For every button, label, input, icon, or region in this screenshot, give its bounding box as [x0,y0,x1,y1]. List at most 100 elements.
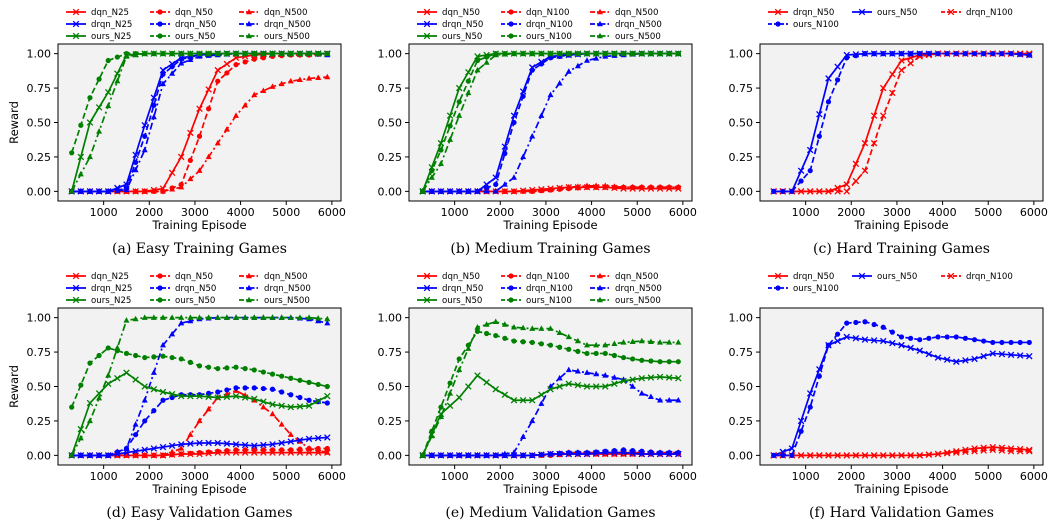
chart-panel: 1000 2000 3000 4000 5000 6000 0.00 0.25 0.50 0.75… [729,8,1048,257]
series-dqn_N500 [68,73,331,194]
series-ours_N500-point [638,337,645,344]
series-ours_N25 [68,369,331,459]
series-ours_N50-point [105,57,111,64]
legend-item: drqn_N25 [66,20,132,30]
series-drqn_N500-point [510,449,517,455]
legend: dqn_N50 dqn_N100 dqn_N500 drqn_N50 drqn_N100… [417,272,662,306]
series-ours_N500-point [574,337,581,344]
legend-item: ours_N25 [66,296,131,306]
series-ours_N25-point [141,383,148,390]
series-drqn_N500-point [602,372,609,378]
series-ours_N100-point [456,356,462,362]
legend-label: drqn_N50 [442,284,483,294]
series-drqn_N100-point [843,452,850,459]
series-drqn_N100-point [493,181,499,188]
series-drqn_N500-point [520,153,527,160]
series-ours_N50-point [980,352,987,360]
series-ours_N50-point [474,53,481,60]
series-ours_N25-point [205,393,212,401]
series-ours_N500-point [647,50,654,56]
series-ours_N500-point [666,50,673,56]
series-dqn_N50-point [233,62,239,68]
legend-drqn_N50-point [423,284,431,292]
series-ours_N100-point [520,339,526,345]
x-tick-label: 6000 [669,206,697,219]
series-ours_N100-point [789,452,795,458]
legend-ours_N500-point [246,296,252,303]
series-ours_N500-point [538,325,545,331]
y-tick-label: 0.50 [27,381,52,394]
series-dqn_N25-point [305,449,313,456]
legend-drqn_N500-point [597,284,603,291]
legend-ours_N50-point [157,33,163,39]
series-ours_N50-point [629,376,636,383]
legend-item: drqn_N25 [66,284,132,294]
series-drqn_N25-point [232,441,240,448]
series-dqn_N50-point [187,157,193,163]
series-ours_N50-point [1016,352,1024,359]
series-ours_N50-point [306,379,312,385]
series-ours_N500-point [556,329,563,335]
series-ours_N500-point [141,50,148,56]
series-ours_N50-point [806,146,814,154]
series-dqn_N500-point [159,188,166,194]
series-ours_N500-point [629,338,636,344]
series-drqn_N500-point [465,452,472,458]
series-ours_N50-point [269,371,276,377]
series-ours_N100-point [953,51,959,57]
series-drqn_N500-point [428,188,435,194]
series-ours_N500-point [538,50,545,56]
series-ours_N500-point [68,452,75,458]
series-dqn_N500-point [260,403,267,410]
series-ours_N500-point [233,50,240,56]
series-drqn_N100-point [852,177,860,185]
series-dqn_N25-point [196,105,203,112]
series-drqn_N500-point [584,57,591,63]
series-ours_N100-point [825,99,832,105]
series-dqn_N500-point [196,417,203,424]
x-tick-label: 1000 [792,470,820,483]
legend-label: ours_N50 [175,32,215,42]
legend-label: ours_N50 [877,272,917,282]
series-ours_N50-point [196,363,203,369]
series-ours_N500-point [324,315,331,322]
series-ours_N25-point [132,376,139,383]
series-ours_N500-point [251,314,258,320]
series-ours_N100-point [639,357,645,363]
series-drqn_N500-point [629,383,636,389]
series-drqn_N100-point [843,188,850,195]
series-ours_N500-point [260,314,267,320]
series-ours_N50-point [78,382,84,388]
legend-drqn_N50-point [157,21,163,27]
series-ours_N50-point [602,383,609,390]
chart-panel: 1000 2000 3000 4000 5000 6000 0.00 0.25 0.50 0.75… [729,272,1048,521]
series-ours_N500-point [456,112,463,118]
y-tick-label: 0.00 [27,185,52,198]
series-drqn_N500-point [123,445,130,451]
series-ours_N100-point [1026,52,1032,58]
series-drqn_N50-point [279,389,285,395]
series-drqn_N500-point [96,452,103,458]
series-ours_N500-point [611,340,618,347]
legend-item: ours_N50 [417,32,482,42]
series-ours_N500-point [196,50,203,56]
series-ours_N25-point [269,401,276,408]
series-ours_N100-point [990,339,996,346]
legend-label: drqn_N50 [793,8,834,18]
series-ours_N100-point [547,342,554,348]
y-tick-label: 0.25 [378,415,403,428]
series-ours_N50-point [806,390,814,397]
series-ours_N500-point [77,434,84,441]
series-ours_N100-point [871,51,877,57]
series-drqn_N100-point [520,93,526,99]
legend-label: ours_N50 [877,8,917,18]
series-ours_N100-point [999,339,1005,346]
legend-drqn_N100-point [508,285,514,291]
series-ours_N50-point [465,68,472,76]
series-drqn_N100-point [511,119,517,126]
series-ours_N500-point [296,314,303,320]
series-ours_N500-point [501,51,508,57]
series-drqn_N50-point [178,56,184,62]
x-tick-label: 1000 [441,470,469,483]
y-tick-label: 0.25 [27,151,52,164]
